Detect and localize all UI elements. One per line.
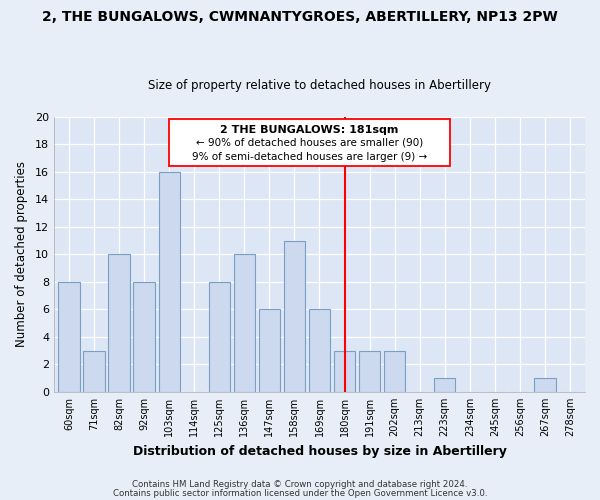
Bar	[359, 350, 380, 392]
Text: Contains public sector information licensed under the Open Government Licence v3: Contains public sector information licen…	[113, 489, 487, 498]
Bar	[133, 282, 155, 392]
Text: 2, THE BUNGALOWS, CWMNANTYGROES, ABERTILLERY, NP13 2PW: 2, THE BUNGALOWS, CWMNANTYGROES, ABERTIL…	[42, 10, 558, 24]
Bar	[58, 282, 80, 392]
Bar	[158, 172, 180, 392]
Bar	[284, 240, 305, 392]
Bar	[309, 310, 330, 392]
Text: Contains HM Land Registry data © Crown copyright and database right 2024.: Contains HM Land Registry data © Crown c…	[132, 480, 468, 489]
Title: Size of property relative to detached houses in Abertillery: Size of property relative to detached ho…	[148, 79, 491, 92]
Text: 9% of semi-detached houses are larger (9) →: 9% of semi-detached houses are larger (9…	[192, 152, 427, 162]
Bar	[434, 378, 455, 392]
Bar	[233, 254, 255, 392]
Text: 2 THE BUNGALOWS: 181sqm: 2 THE BUNGALOWS: 181sqm	[220, 125, 398, 135]
FancyBboxPatch shape	[169, 119, 450, 166]
Bar	[83, 350, 104, 392]
Y-axis label: Number of detached properties: Number of detached properties	[15, 162, 28, 348]
Bar	[209, 282, 230, 392]
Bar	[334, 350, 355, 392]
Bar	[384, 350, 405, 392]
X-axis label: Distribution of detached houses by size in Abertillery: Distribution of detached houses by size …	[133, 444, 506, 458]
Bar	[534, 378, 556, 392]
Bar	[109, 254, 130, 392]
Bar	[259, 310, 280, 392]
Text: ← 90% of detached houses are smaller (90): ← 90% of detached houses are smaller (90…	[196, 138, 423, 148]
